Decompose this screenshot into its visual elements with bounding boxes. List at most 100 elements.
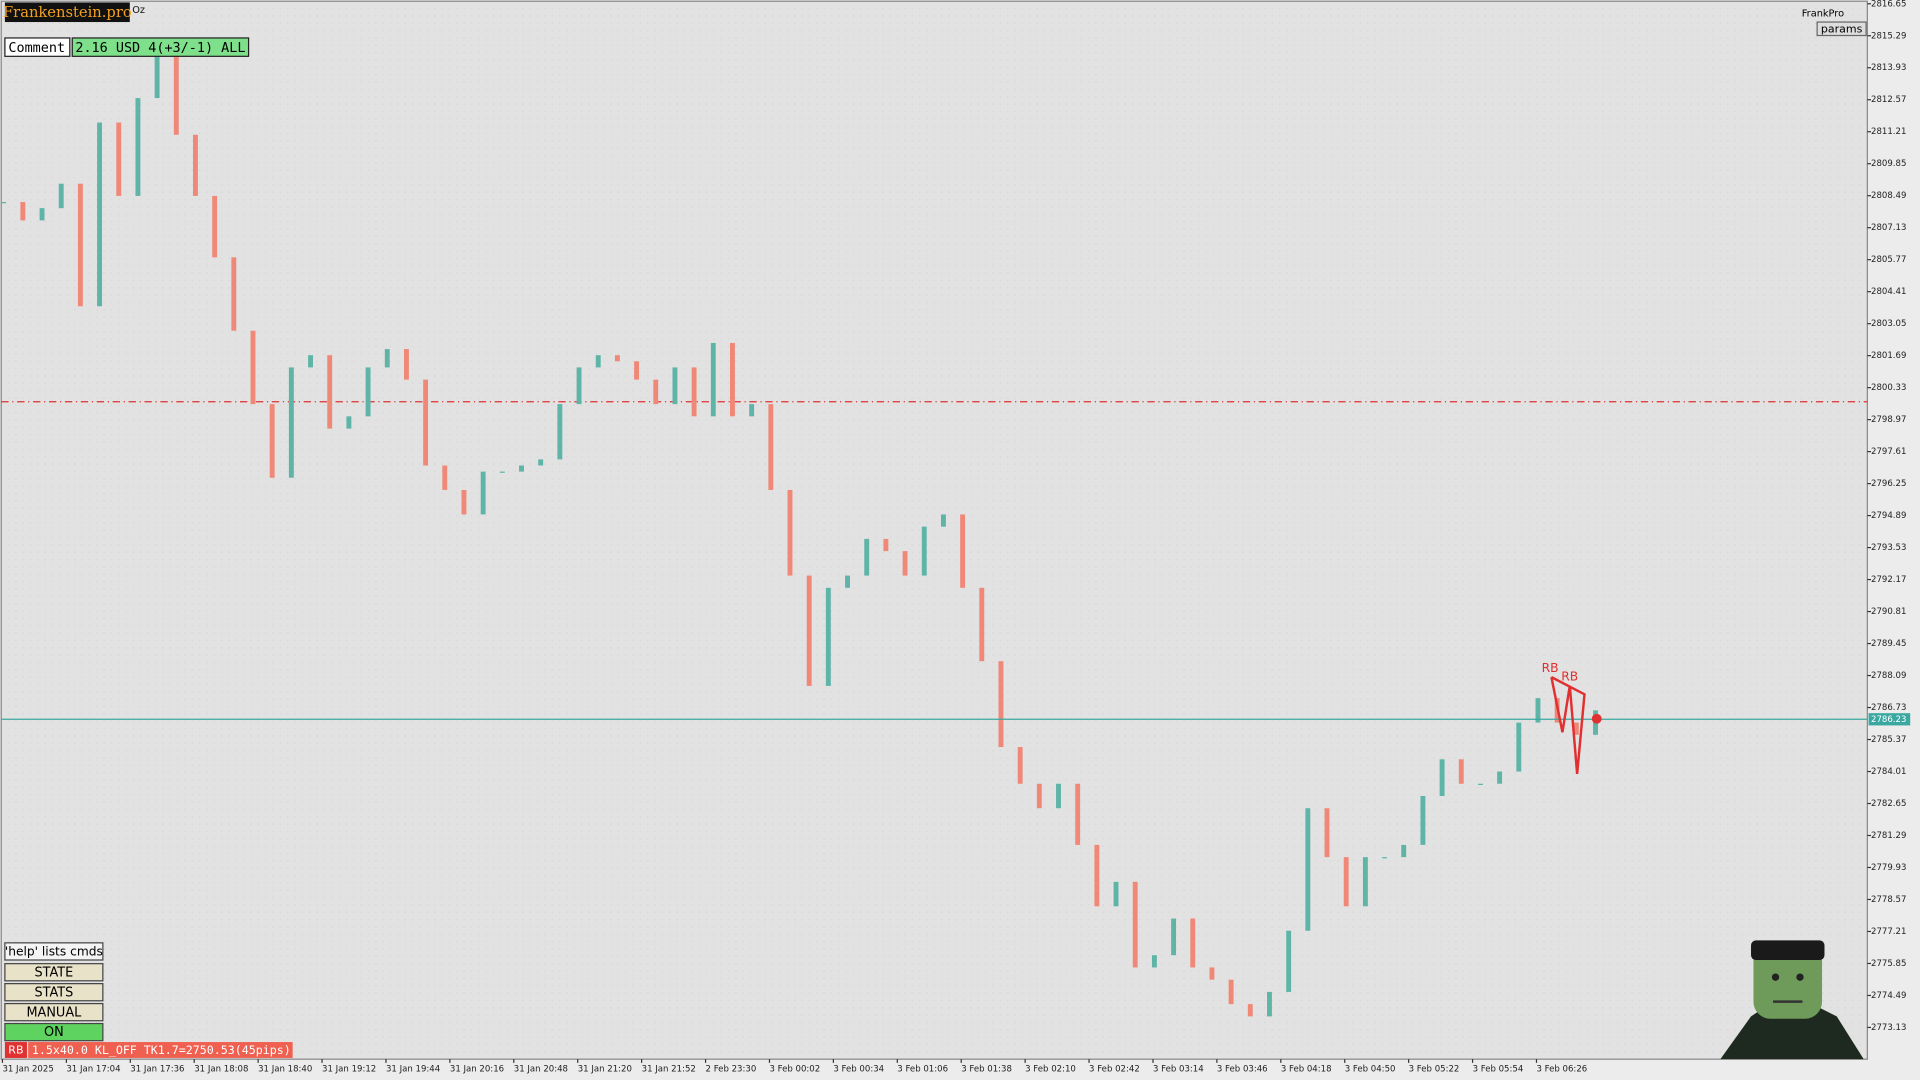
x-tick-label: 31 Jan 17:04: [66, 1064, 120, 1074]
y-tick-label: 2801.69: [1871, 351, 1906, 361]
y-tick-label: 2788.09: [1871, 671, 1906, 681]
status-tag: RB: [8, 1044, 23, 1057]
account: FrankPro: [1802, 8, 1844, 19]
candle: [1324, 808, 1330, 858]
button-label[interactable]: ON: [44, 1025, 64, 1040]
x-tick-label: 3 Feb 00:34: [833, 1064, 884, 1074]
candle: [519, 465, 524, 472]
marker: [1591, 713, 1602, 724]
candle: [327, 355, 333, 429]
candle: [1497, 771, 1503, 784]
candle: [1343, 857, 1349, 907]
y-tick-label: 2805.77: [1871, 255, 1906, 265]
buttons: STATE STATS MANUAL ON: [4, 963, 104, 1042]
candle: [346, 416, 352, 429]
annotation: RB: [1542, 661, 1559, 675]
candle: [288, 367, 294, 478]
x-tick-label: 31 Jan 18:08: [194, 1064, 248, 1074]
status: 1.5x40.0 KL_OFF TK1.7=2750.53(45pips): [32, 1043, 291, 1057]
button-label[interactable]: STATE: [35, 965, 74, 980]
comment-label-box: [4, 37, 71, 57]
x-tick-label: 3 Feb 03:14: [1153, 1064, 1204, 1074]
candle: [480, 471, 486, 515]
candle: [231, 257, 237, 331]
candle: [1036, 783, 1042, 809]
candle: [1113, 881, 1119, 907]
y-tick-label: 2807.13: [1871, 223, 1906, 233]
candle: [960, 514, 966, 588]
candle: [1382, 857, 1387, 859]
button[interactable]: [4, 1002, 104, 1022]
comment-value: 2.16 USD 4(+3/-1) ALL: [75, 41, 245, 56]
candle: [269, 404, 275, 478]
y-tick-label: 2812.57: [1871, 95, 1906, 105]
candle: [461, 489, 467, 515]
y-tick-label: 2775.85: [1871, 959, 1906, 969]
candle: [634, 361, 640, 380]
y-tick-label: 2803.05: [1871, 319, 1906, 329]
y-tick-label: 2779.93: [1871, 863, 1906, 873]
candle: [442, 465, 448, 490]
candle: [1420, 795, 1426, 845]
candle: [365, 367, 371, 417]
pattern-drawing: [1550, 676, 1586, 774]
y-tick-label: 2816.65: [1871, 0, 1906, 9]
candle: [1075, 783, 1081, 845]
y-tick-label: 2793.53: [1871, 543, 1906, 553]
candle: [20, 202, 26, 221]
x-tick-label: 3 Feb 00:02: [769, 1064, 820, 1074]
x-tick-label: 2 Feb 23:30: [706, 1064, 757, 1074]
candle: [1247, 1004, 1253, 1017]
brand: Frankenstein.pro: [3, 4, 132, 21]
candle: [1458, 759, 1464, 784]
candle: [730, 342, 735, 417]
candle: [1190, 918, 1196, 968]
y-tick-label: 2804.41: [1871, 287, 1906, 297]
button-label[interactable]: MANUAL: [26, 1005, 82, 1020]
candle: [39, 208, 45, 221]
candle: [1305, 808, 1311, 931]
button[interactable]: [4, 963, 104, 982]
candle: [1477, 783, 1483, 785]
candle: [825, 587, 831, 686]
y-tick-label: 2794.89: [1871, 511, 1906, 521]
y-tick-label: 2777.21: [1871, 927, 1906, 937]
params[interactable]: params: [1821, 22, 1863, 35]
params-box[interactable]: [1816, 21, 1867, 37]
button[interactable]: [4, 1022, 104, 1042]
x-tick-label: 3 Feb 01:06: [897, 1064, 948, 1074]
x-tick-label: 3 Feb 05:54: [1473, 1064, 1524, 1074]
candle: [595, 355, 601, 368]
x-tick-label: 3 Feb 05:22: [1409, 1064, 1460, 1074]
x-tick-label: 3 Feb 04:18: [1281, 1064, 1332, 1074]
price-label-box: [1868, 713, 1911, 726]
y-tick-label: 2786.73: [1871, 703, 1906, 713]
candle: [691, 367, 697, 417]
candle: [1, 202, 7, 204]
candle: [1171, 918, 1177, 956]
y-tick-label: 2808.49: [1871, 191, 1906, 201]
button[interactable]: [4, 983, 104, 1002]
x-tick-label: 3 Feb 02:10: [1025, 1064, 1076, 1074]
y-tick-label: 2782.65: [1871, 799, 1906, 809]
candle: [1286, 930, 1292, 992]
help: 'help' lists cmds: [5, 945, 103, 959]
candle: [135, 98, 141, 196]
candle: [1151, 955, 1157, 968]
status-tag-box: [4, 1042, 27, 1058]
candle: [768, 404, 774, 490]
candle: [806, 575, 812, 686]
y-tick-label: 2773.13: [1871, 1023, 1906, 1033]
candle: [1132, 881, 1138, 968]
y-tick-label: 2785.37: [1871, 735, 1906, 745]
button-label[interactable]: STATS: [34, 985, 73, 1000]
x-tick-label: 31 Jan 19:44: [386, 1064, 440, 1074]
y-tick-label: 2815.29: [1871, 31, 1906, 41]
candle: [614, 355, 620, 362]
help-box: [4, 942, 104, 961]
candle: [1056, 783, 1061, 809]
x-tick-label: 31 Jan 18:40: [258, 1064, 312, 1074]
candle: [384, 349, 390, 368]
x-tick-label: 31 Jan 17:36: [130, 1064, 184, 1074]
y-tick-label: 2800.33: [1871, 383, 1906, 393]
